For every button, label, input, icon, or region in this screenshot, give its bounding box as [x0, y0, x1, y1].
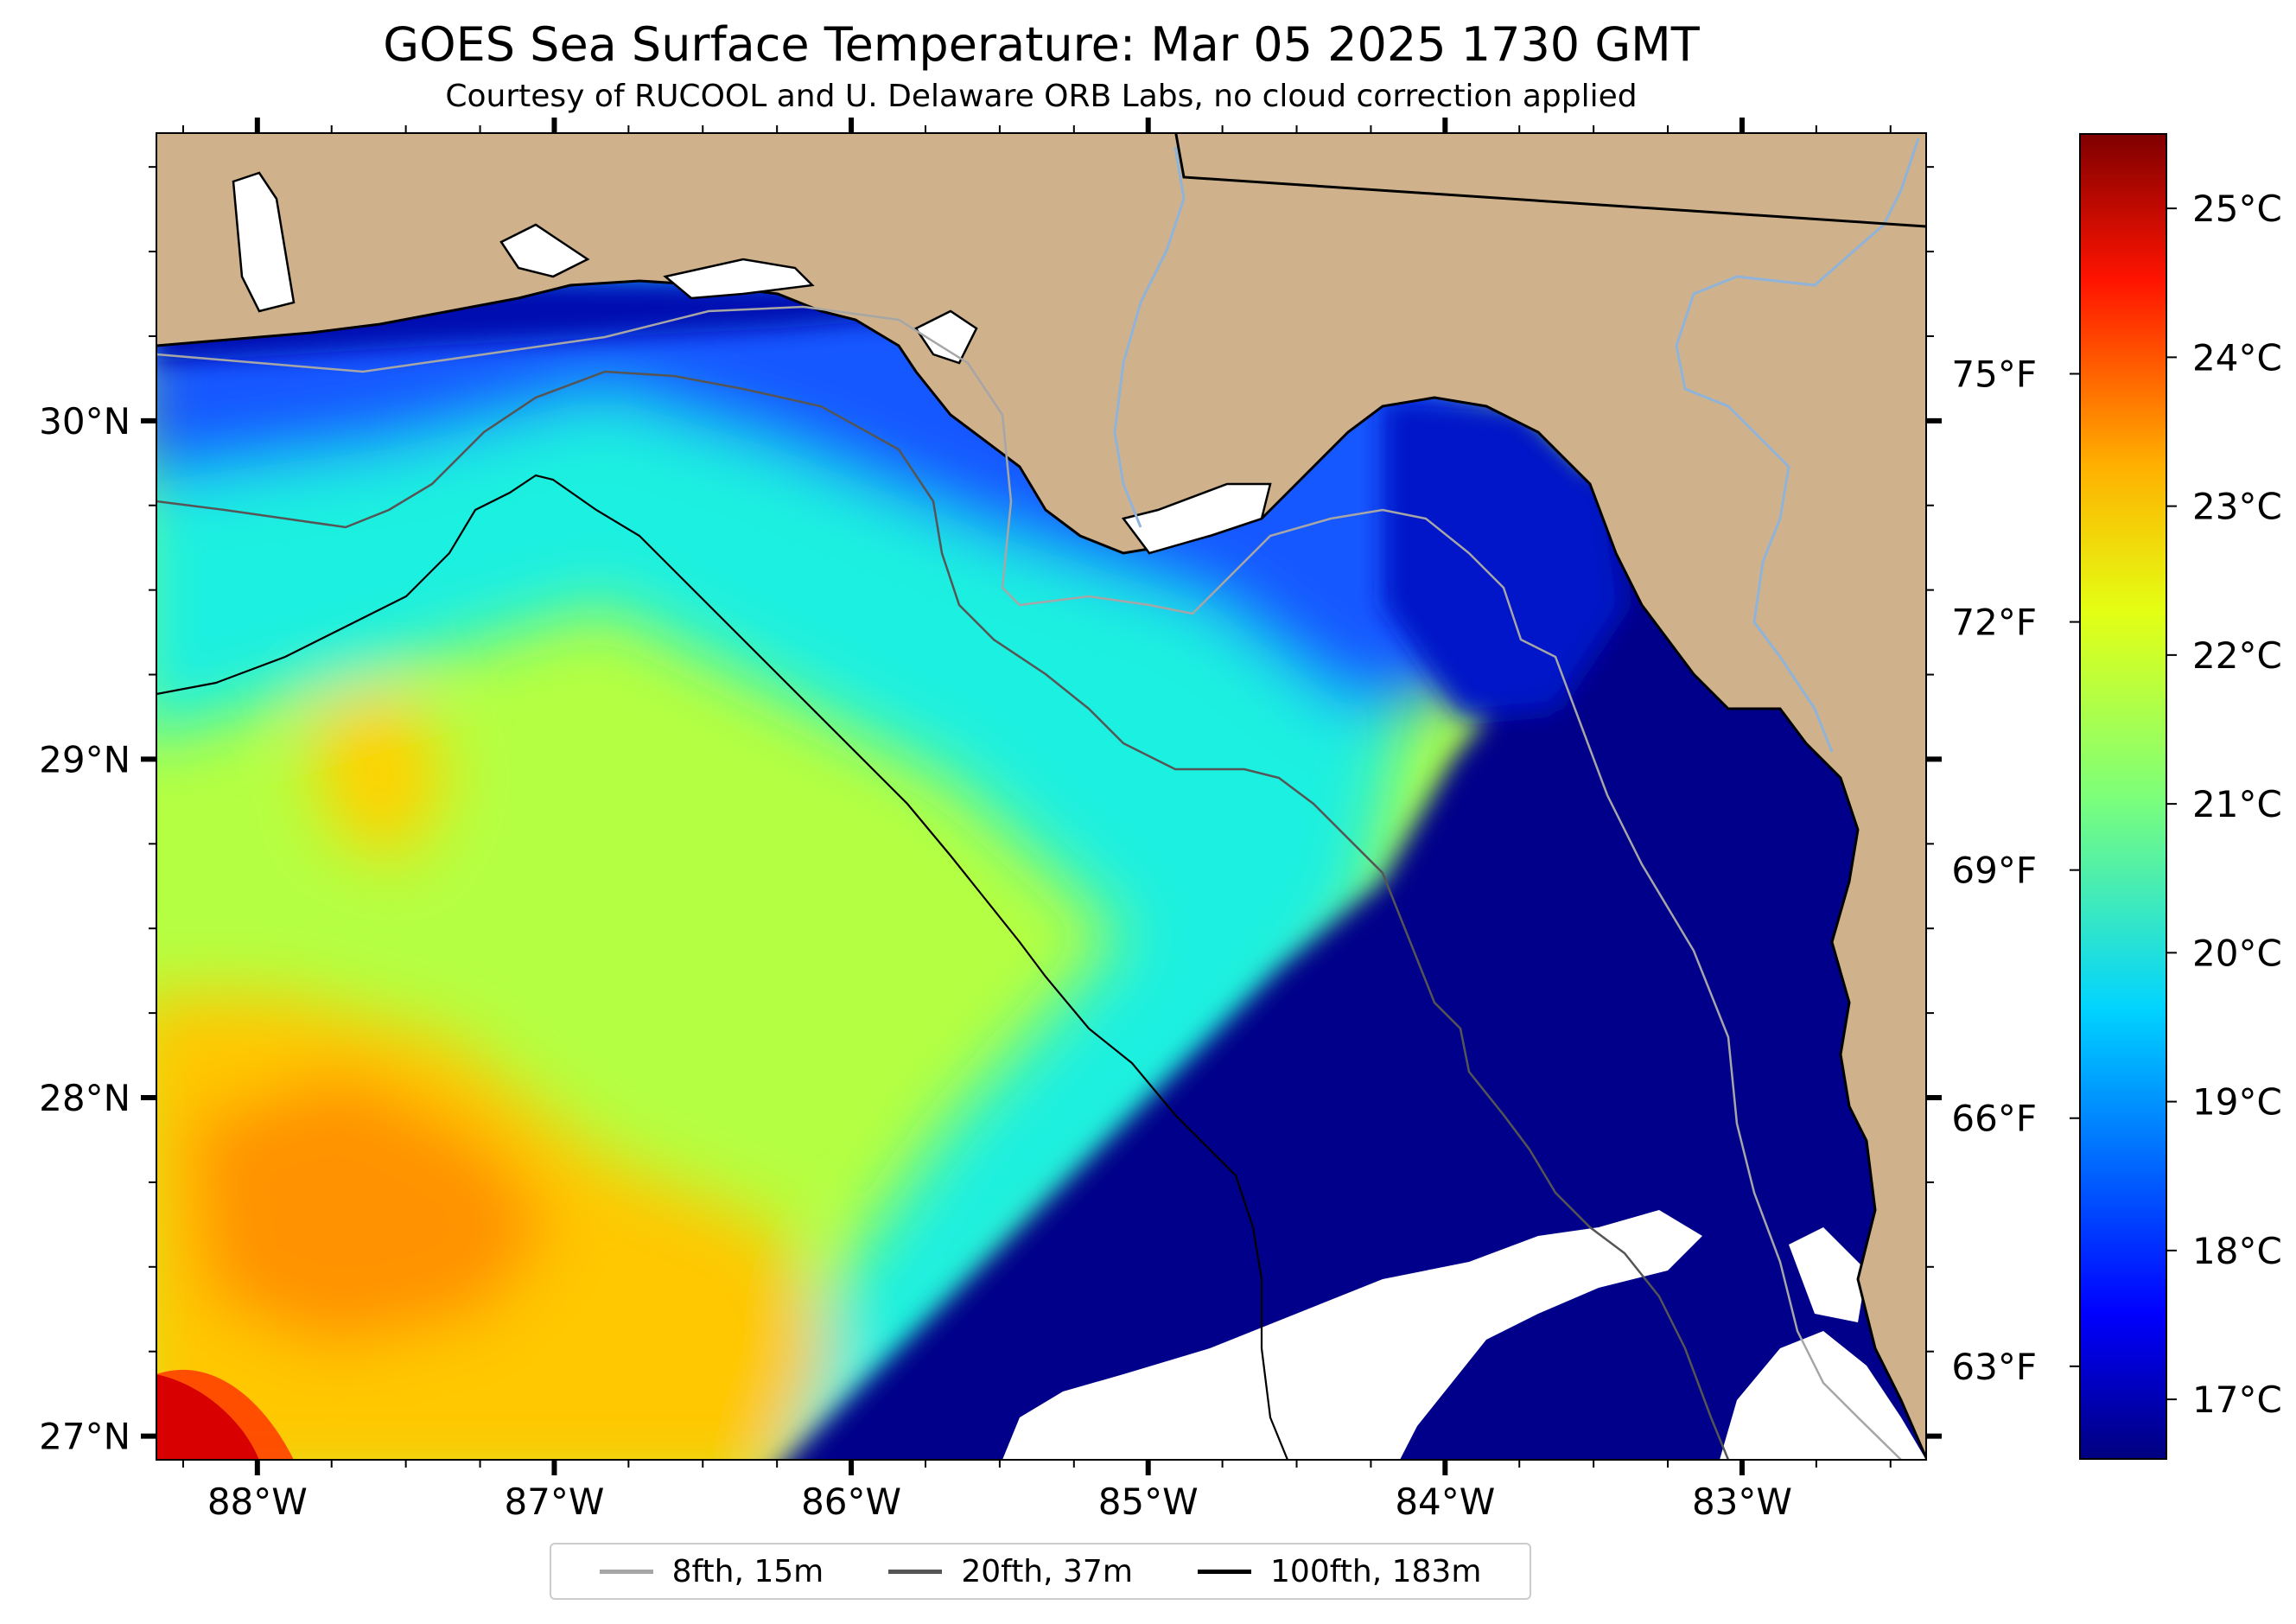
legend-line-8fth	[599, 1569, 653, 1574]
isobath-8fth	[156, 305, 1902, 1460]
mobile-bay	[232, 171, 296, 313]
legend-line-100fth	[1198, 1569, 1252, 1574]
legend-label-20fth: 20fth, 37m	[961, 1553, 1133, 1589]
celsius-tick-label: 21°C	[2192, 783, 2282, 825]
celsius-tick-label: 19°C	[2192, 1081, 2282, 1124]
sst-cold-shelf	[156, 277, 1926, 1460]
sst-map	[156, 133, 1926, 1460]
celsius-tick-label: 17°C	[2192, 1379, 2282, 1421]
lat-tick-label: 30°N	[39, 400, 130, 443]
rivers	[1113, 137, 1920, 753]
map-title: GOES Sea Surface Temperature: Mar 05 202…	[383, 17, 1700, 72]
river-apalachicola	[1113, 146, 1186, 528]
legend-line-20fth	[888, 1569, 943, 1574]
sst-cold-core	[787, 449, 1926, 1460]
sst-southwest-red-edge	[156, 1369, 294, 1460]
lon-tick-label: 87°W	[504, 1481, 604, 1523]
fahrenheit-tick-label: 69°F	[1951, 850, 2037, 892]
celsius-tick-label: 24°C	[2192, 336, 2282, 379]
fahrenheit-tick-label: 72°F	[1951, 602, 2037, 644]
apalachicola-bay	[1121, 482, 1272, 555]
celsius-tick-label: 25°C	[2192, 188, 2282, 230]
cloud-masks	[225, 303, 1926, 1460]
lon-tick-label: 88°W	[207, 1481, 308, 1523]
celsius-tick-label: 22°C	[2192, 634, 2282, 677]
legend-label-100fth: 100fth, 183m	[1270, 1553, 1482, 1589]
isobaths	[156, 305, 1902, 1460]
legend-item-100fth: 100fth, 183m	[1198, 1554, 1481, 1589]
colorbar-gradient	[2080, 134, 2166, 1459]
legend-item-8fth: 8fth, 15m	[599, 1553, 824, 1589]
map-ticks: 88°W 87°W 86°W 85°W 84°W 83°W 30°N 29°N 28°N 27°N	[39, 118, 1942, 1523]
lon-tick-label: 84°W	[1395, 1481, 1495, 1523]
celsius-tick-label: 18°C	[2192, 1230, 2282, 1272]
fahrenheit-tick-label: 63°F	[1951, 1346, 2037, 1388]
choctawhatchee-bay	[663, 258, 815, 300]
sst-cold-inner	[1383, 398, 1625, 717]
celsius-tick-label: 23°C	[2192, 486, 2282, 528]
colorbar-ticks: 25°C 24°C 23°C 22°C 21°C 20°C 19°C 18°C 17°C 75°F…	[1951, 188, 2281, 1421]
land	[156, 133, 1926, 1460]
isobath-legend: 8fth, 15m 20fth, 37m 100fth, 183m	[550, 1543, 1531, 1600]
lat-tick-label: 29°N	[39, 738, 130, 780]
map-subtitle: Courtesy of RUCOOL and U. Delaware ORB L…	[445, 79, 1638, 114]
cloud-mask-south	[1002, 1210, 1702, 1460]
coastal-islands-bays	[232, 171, 1272, 555]
cloud-mask-bigbend	[1789, 1227, 1867, 1322]
sst-southwest-hot-corner	[156, 1374, 259, 1460]
isobath-100fth	[156, 474, 1289, 1460]
lon-tick-label: 85°W	[1098, 1481, 1199, 1523]
lon-tick-label: 83°W	[1692, 1481, 1792, 1523]
lat-tick-label: 28°N	[39, 1077, 130, 1119]
sst-orange-core	[190, 1072, 553, 1348]
pensacola-bay	[499, 223, 590, 278]
st-andrews-bay	[914, 309, 978, 365]
sst-warm-patch	[311, 691, 449, 864]
fahrenheit-tick-label: 75°F	[1951, 353, 2037, 396]
colorbar: 25°C 24°C 23°C 22°C 21°C 20°C 19°C 18°C 17°C 75°F…	[1951, 133, 2282, 1460]
fahrenheit-tick-label: 66°F	[1951, 1098, 2037, 1140]
colorbar-frame	[2079, 133, 2167, 1460]
legend-item-20fth: 20fth, 37m	[888, 1554, 1133, 1589]
map-frame	[156, 132, 1927, 1461]
state-border	[1174, 133, 1926, 228]
cloud-mask-southeast	[1720, 1331, 1926, 1460]
river-suwannee	[1675, 137, 1920, 753]
lat-tick-label: 27°N	[39, 1416, 130, 1458]
isobath-20fth	[156, 370, 1730, 1460]
legend-label-8fth: 8fth, 15m	[671, 1553, 824, 1589]
lon-tick-label: 86°W	[801, 1481, 901, 1523]
celsius-tick-label: 20°C	[2192, 932, 2282, 974]
